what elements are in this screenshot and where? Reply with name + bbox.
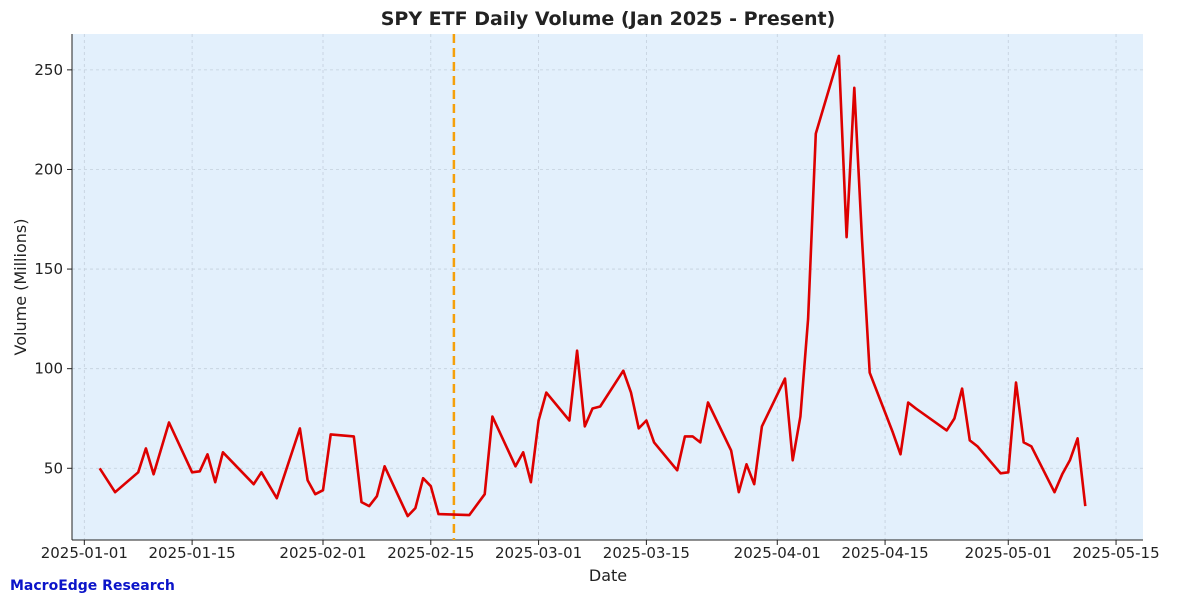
x-tick-label: 2025-03-01 xyxy=(495,544,582,562)
x-tick-label: 2025-03-15 xyxy=(603,544,690,562)
brand-footer: MacroEdge Research xyxy=(10,578,175,594)
y-tick-label: 150 xyxy=(34,260,63,278)
y-tick-label: 250 xyxy=(34,61,63,79)
volume-series-line xyxy=(98,54,1087,518)
plot-area xyxy=(72,34,1143,540)
x-tick-label: 2025-02-01 xyxy=(279,544,366,562)
x-axis-label: Date xyxy=(589,566,627,585)
x-tick-label: 2025-04-01 xyxy=(734,544,821,562)
y-tick-label: 100 xyxy=(34,360,63,378)
y-tick-label: 50 xyxy=(44,459,63,477)
x-tick-label: 2025-01-15 xyxy=(149,544,236,562)
x-tick-label: 2025-05-15 xyxy=(1072,544,1159,562)
y-tick-label: 200 xyxy=(34,160,63,178)
x-tick-label: 2025-02-15 xyxy=(387,544,474,562)
chart-title: SPY ETF Daily Volume (Jan 2025 - Present… xyxy=(381,8,836,30)
grid-lines xyxy=(72,34,1143,540)
y-axis-label: Volume (Millions) xyxy=(11,219,30,356)
x-tick-label: 2025-04-15 xyxy=(841,544,928,562)
axis-ticks: 2025-01-01 2025-01-15 2025-02-01 2025-02-15… xyxy=(34,61,1159,562)
x-tick-label: 2025-01-01 xyxy=(41,544,128,562)
x-tick-label: 2025-05-01 xyxy=(965,544,1052,562)
